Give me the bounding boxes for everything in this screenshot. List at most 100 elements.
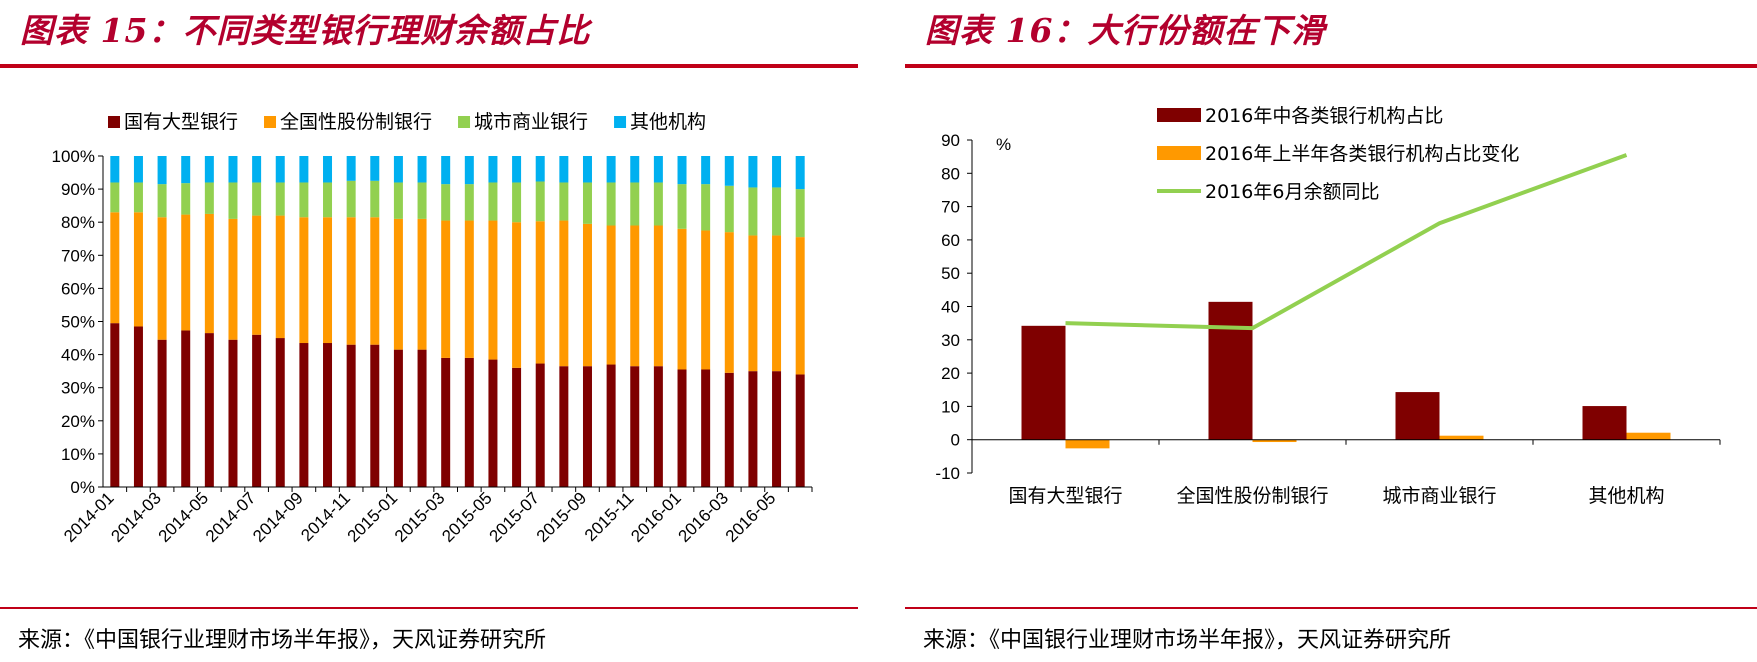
bar-2015-09-s0 [582, 366, 592, 487]
bar-2016-03-s0 [724, 372, 734, 487]
bar-2016-04-s2 [748, 187, 758, 236]
legend-label-2: 城市商业银行 [474, 111, 588, 133]
bar-其他机构-s1 [1626, 432, 1671, 440]
bar-2015-05-s2 [488, 182, 498, 221]
legend-swatch-1 [264, 116, 277, 128]
bar-2014-07-s1 [252, 215, 262, 335]
bar-2014-11-s1 [346, 217, 356, 345]
bar-国有大型银行-s1 [1065, 439, 1110, 449]
source-rule-right [905, 607, 1757, 609]
x-tick-label: 2014-09 [249, 488, 307, 546]
y-tick-label: 0% [70, 478, 95, 497]
bar-2014-12-s0 [370, 344, 380, 487]
legend-label-0: 2016年中各类银行机构占比 [1205, 105, 1443, 127]
y-tick-label: 80% [61, 213, 95, 232]
bar-2014-08-s3 [275, 156, 285, 183]
y-tick-label: 30 [941, 331, 960, 350]
y-tick-label: 70 [941, 198, 960, 217]
bar-2016-01-s0 [677, 369, 687, 487]
x-category-label: 国有大型银行 [1008, 485, 1122, 507]
bar-2016-06-s2 [795, 189, 805, 238]
bar-全国性股份制银行-s0 [1208, 301, 1253, 440]
x-tick-label: 2016-03 [675, 488, 733, 546]
bar-2014-05-s2 [204, 182, 214, 214]
bar-2014-12-s2 [370, 180, 380, 218]
bar-2016-03-s1 [724, 232, 734, 373]
bar-2015-07-s1 [535, 221, 545, 364]
x-tick-label: 2014-03 [107, 488, 165, 546]
bar-2015-06-s2 [512, 182, 522, 223]
bar-2015-06-s1 [512, 222, 522, 368]
legend-swatch-2 [458, 116, 471, 128]
x-tick-label: 2016-01 [627, 488, 685, 546]
bar-2015-07-s3 [535, 156, 545, 182]
bar-2015-08-s3 [559, 156, 569, 183]
bar-2015-01-s2 [393, 182, 403, 219]
legend-label-1: 全国性股份制银行 [280, 111, 432, 133]
x-category-label: 其他机构 [1588, 485, 1664, 507]
source-note-right: 来源：《中国银行业理财市场半年报》，天风证券研究所 [923, 628, 1452, 653]
title-rule-left [0, 64, 858, 68]
x-tick-label: 2015-03 [391, 488, 449, 546]
x-tick-label: 2015-09 [533, 488, 591, 546]
bar-2015-11-s2 [630, 182, 640, 226]
y-tick-label: 40 [941, 298, 960, 317]
legend-label-3: 其他机构 [630, 111, 706, 133]
bar-2015-12-s2 [653, 182, 663, 226]
bar-2016-06-s3 [795, 156, 805, 190]
bar-2014-06-s0 [228, 339, 238, 487]
bar-2014-03-s2 [157, 184, 167, 218]
bar-2014-04-s2 [181, 183, 191, 215]
bar-2015-04-s2 [464, 184, 474, 221]
bar-2015-02-s2 [417, 182, 427, 219]
bar-2014-02-s2 [133, 182, 143, 213]
x-tick-label: 2014-11 [297, 488, 354, 545]
legend-swatch-0 [108, 116, 120, 128]
bar-2016-02-s1 [701, 230, 711, 370]
bar-2014-11-s3 [346, 156, 356, 181]
bar-2014-09-s2 [299, 182, 309, 218]
y-tick-label: 60 [941, 231, 960, 250]
bar-2015-12-s1 [653, 225, 663, 367]
bar-2016-04-s1 [748, 235, 758, 372]
bar-2014-01-s1 [110, 212, 120, 324]
x-tick-label: 2015-01 [344, 488, 402, 546]
bar-2014-09-s3 [299, 156, 309, 183]
legend-label-0: 国有大型银行 [124, 111, 238, 133]
bar-2015-09-s1 [582, 223, 592, 367]
y-tick-label: 100% [52, 147, 95, 166]
bar-2015-11-s3 [630, 156, 640, 183]
bar-2014-11-s2 [346, 180, 356, 218]
bar-2015-06-s3 [512, 156, 522, 183]
bar-2014-09-s1 [299, 217, 309, 344]
bar-2014-05-s1 [204, 213, 214, 334]
bar-2014-04-s3 [181, 156, 191, 184]
bar-2014-03-s3 [157, 156, 167, 185]
bar-2014-10-s0 [323, 343, 333, 487]
bar-2014-06-s3 [228, 156, 238, 183]
bar-2014-07-s3 [252, 156, 262, 183]
bar-2014-03-s0 [157, 339, 167, 487]
title-rule-right [905, 64, 1757, 68]
bar-2015-10-s2 [606, 182, 616, 226]
bar-2014-01-s2 [110, 182, 120, 213]
bar-2015-02-s0 [417, 349, 427, 487]
bar-2016-05-s1 [772, 235, 782, 372]
bar-2014-11-s0 [346, 344, 356, 487]
legend-label-2: 2016年6月余额同比 [1205, 181, 1379, 203]
bar-2015-12-s0 [653, 366, 663, 487]
bar-2014-02-s1 [133, 212, 143, 327]
bar-2014-03-s1 [157, 217, 167, 340]
bar-2016-02-s0 [701, 369, 711, 487]
bar-2014-06-s2 [228, 182, 238, 219]
bar-2014-02-s3 [133, 156, 143, 183]
bar-2014-08-s2 [275, 182, 285, 216]
bar-2016-01-s2 [677, 184, 687, 229]
y-tick-label: 40% [61, 346, 95, 365]
bar-2015-03-s2 [441, 184, 451, 221]
bar-2015-08-s0 [559, 366, 569, 487]
bar-2016-02-s3 [701, 156, 711, 185]
legend-swatch-1 [1157, 146, 1201, 160]
x-tick-label: 2014-05 [155, 488, 213, 546]
y-tick-label: 60% [61, 279, 95, 298]
